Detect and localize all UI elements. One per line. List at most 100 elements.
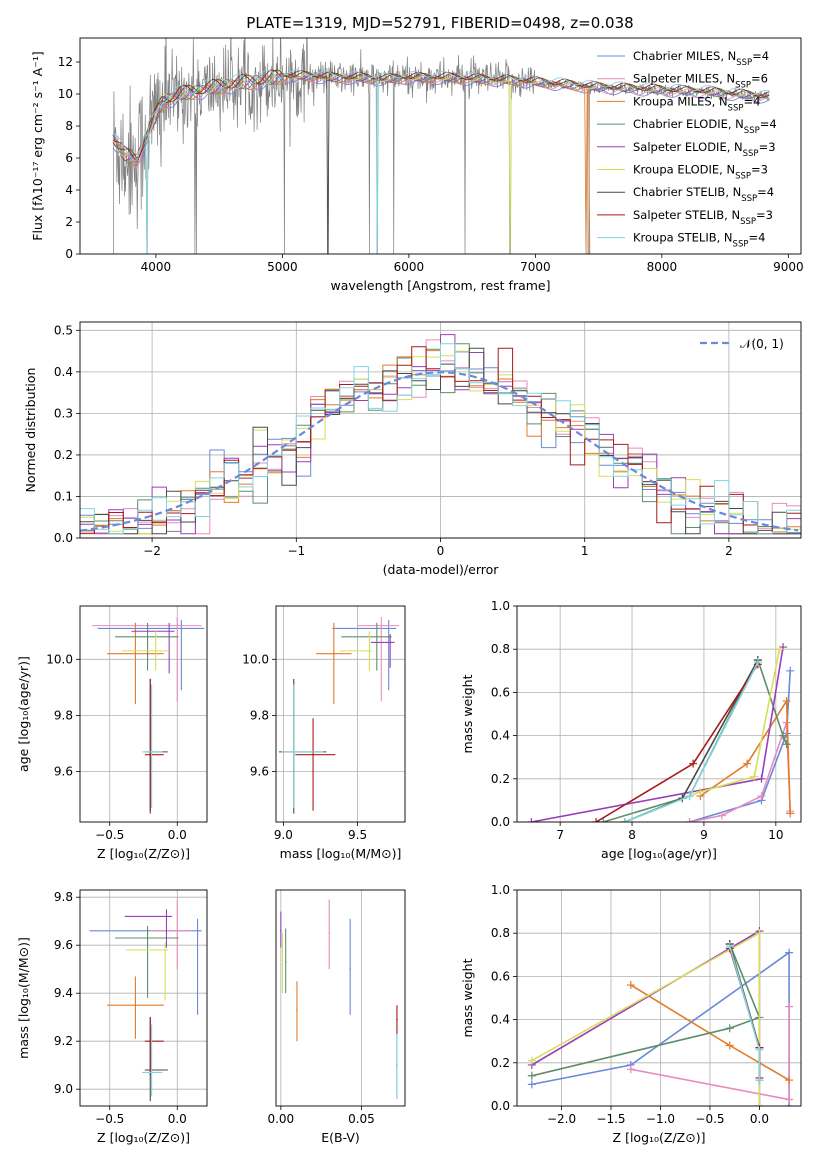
y-tick-label: 9.4 bbox=[54, 986, 73, 1000]
y-tick-label: 0.0 bbox=[491, 815, 510, 829]
x-tick-label: −0.5 bbox=[695, 1112, 724, 1126]
axes-residuals: −2 −1 0 1 2 0.0 0.1 0.2 0.3 0.4 0.5 (data-model)/er… bbox=[23, 321, 802, 577]
series-marker bbox=[725, 1024, 734, 1033]
series-marker bbox=[685, 818, 694, 822]
frame-mass-vs-EBV: 0.00 0.05 E(B-V) bbox=[267, 889, 406, 1145]
y-tick-label: 0.4 bbox=[491, 1013, 510, 1027]
y-axis-label: Flux [fλ10⁻¹⁷ erg cm⁻² s⁻¹ A⁻¹] bbox=[30, 51, 45, 240]
x-axis-label: age [log₁₀(age/yr)] bbox=[601, 846, 717, 861]
data-point bbox=[328, 932, 331, 934]
plot-area-massweight-vs-age bbox=[527, 643, 795, 822]
y-tick-label: 0.4 bbox=[491, 729, 510, 743]
x-tick-label: 0.0 bbox=[168, 828, 187, 842]
x-axis-label: mass [log₁₀(M/M⊙)] bbox=[280, 846, 402, 861]
data-point bbox=[380, 624, 383, 627]
series-marker bbox=[527, 818, 536, 822]
x-tick-label: −1 bbox=[287, 544, 305, 558]
data-point bbox=[176, 624, 179, 627]
data-point bbox=[312, 753, 314, 756]
data-point bbox=[333, 652, 335, 655]
plot-area-mass-vs-Z bbox=[89, 899, 202, 1102]
y-tick-label: 0.3 bbox=[54, 406, 73, 420]
series-marker bbox=[755, 1045, 764, 1054]
series-marker bbox=[696, 787, 705, 796]
data-point bbox=[296, 1009, 298, 1011]
series-line-chabrier-elodie bbox=[531, 943, 761, 1077]
axes-age-vs-mass: 9.0 9.5 9.6 9.8 10.0 mass [log₁₀(M/M⊙)] bbox=[242, 605, 406, 861]
series-marker bbox=[755, 1076, 764, 1085]
series-marker bbox=[782, 697, 791, 706]
x-tick-label: 0.00 bbox=[267, 1112, 294, 1126]
y-tick-label: 0 bbox=[65, 247, 73, 261]
series-marker bbox=[743, 759, 752, 768]
model-line-chabrier-stelib bbox=[112, 69, 770, 254]
series-marker bbox=[786, 809, 795, 818]
series-marker bbox=[750, 772, 759, 781]
axes-frame bbox=[275, 889, 406, 1107]
series-marker bbox=[755, 929, 764, 938]
data-point bbox=[146, 636, 149, 638]
x-tick-label: 9000 bbox=[773, 260, 804, 274]
data-point bbox=[146, 937, 149, 939]
y-tick-label: 9.2 bbox=[54, 1034, 73, 1048]
frame-age-vs-Z: −0.5 0.0 9.6 9.8 10.0 Z [log₁₀(Z/Z⊙)] age [log… bbox=[16, 605, 208, 861]
data-point bbox=[165, 915, 168, 918]
y-tick-label: 0.6 bbox=[491, 685, 510, 699]
series-marker bbox=[689, 759, 698, 768]
frame-age-vs-mass: 9.0 9.5 9.6 9.8 10.0 mass [log₁₀(M/M⊙)] bbox=[242, 605, 406, 861]
x-tick-label: 7000 bbox=[520, 260, 551, 274]
y-axis-label: Normed distribution bbox=[23, 368, 38, 493]
data-point bbox=[396, 1018, 398, 1021]
frame-spectrum: 4000 5000 6000 7000 8000 9000 0 2 4 6 8 10 12 wavelen… bbox=[30, 37, 804, 293]
series-marker bbox=[717, 811, 726, 820]
series-marker bbox=[725, 1041, 734, 1050]
plot-area-mass-vs-EBV bbox=[280, 899, 398, 1099]
y-tick-label: 0.2 bbox=[491, 772, 510, 786]
x-axis-label: Z [log₁₀(Z/Z⊙)] bbox=[97, 846, 190, 861]
x-tick-label: 9.5 bbox=[348, 828, 367, 842]
y-axis-label: mass weight bbox=[460, 674, 475, 753]
series-marker bbox=[725, 942, 734, 951]
model-line-salpeter-elodie bbox=[112, 72, 770, 161]
y-axis-label: mass weight bbox=[460, 958, 475, 1037]
series-marker bbox=[626, 981, 635, 990]
x-tick-label: 0 bbox=[437, 544, 445, 558]
series-marker bbox=[755, 1102, 764, 1106]
series-marker bbox=[785, 1076, 794, 1085]
y-axis-label: age [log₁₀(age/yr)] bbox=[16, 656, 31, 772]
axes-frame bbox=[516, 889, 802, 1107]
x-axis-label: Z [log₁₀(Z/Z⊙)] bbox=[613, 1130, 706, 1145]
y-tick-label: 0.6 bbox=[491, 969, 510, 983]
y-tick-label: 0.2 bbox=[491, 1056, 510, 1070]
frame-massweight-vs-Z: −2.0 −1.5 −1.0 −0.5 0.0 0.0 0.2 0.4 0.6 0.8 1.0 Z [… bbox=[460, 883, 802, 1145]
y-tick-label: 1.0 bbox=[491, 599, 510, 613]
y-tick-label: 0.2 bbox=[54, 448, 73, 462]
x-tick-label: 1 bbox=[581, 544, 589, 558]
series-marker bbox=[527, 1080, 536, 1089]
y-tick-label: 1.0 bbox=[491, 883, 510, 897]
axes-massweight-vs-Z: −2.0 −1.5 −1.0 −0.5 0.0 0.0 0.2 0.4 0.6 0.8 1.0 Z [… bbox=[460, 883, 802, 1145]
data-point bbox=[281, 963, 284, 966]
x-tick-label: −0.5 bbox=[95, 828, 124, 842]
residual-histogram-kroupa-stelib bbox=[80, 343, 801, 535]
y-tick-label: 9.6 bbox=[250, 765, 269, 779]
series-marker bbox=[785, 948, 794, 957]
y-tick-label: 4 bbox=[65, 183, 73, 197]
series-marker bbox=[753, 658, 762, 667]
x-tick-label: 8 bbox=[628, 828, 636, 842]
y-tick-label: 0.5 bbox=[54, 323, 73, 337]
axes-mass-vs-Z: −0.5 0.0 9.0 9.2 9.4 9.6 9.8 Z [log₁₀(Z/Z⊙)] mas… bbox=[16, 889, 208, 1145]
figure-title: PLATE=1319, MJD=52791, FIBERID=0498, z=0… bbox=[246, 14, 633, 32]
axes-frame bbox=[79, 321, 802, 539]
x-axis-label: E(B-V) bbox=[321, 1130, 360, 1145]
series-marker bbox=[779, 731, 788, 740]
model-line-kroupa-stelib bbox=[112, 69, 770, 254]
y-tick-label: 10.0 bbox=[46, 652, 73, 666]
x-axis-label: wavelength [Angstrom, rest frame] bbox=[330, 278, 550, 293]
series-marker bbox=[775, 645, 784, 654]
y-tick-label: 2 bbox=[65, 215, 73, 229]
y-tick-label: 9.0 bbox=[54, 1082, 73, 1096]
series-marker bbox=[527, 1056, 536, 1065]
